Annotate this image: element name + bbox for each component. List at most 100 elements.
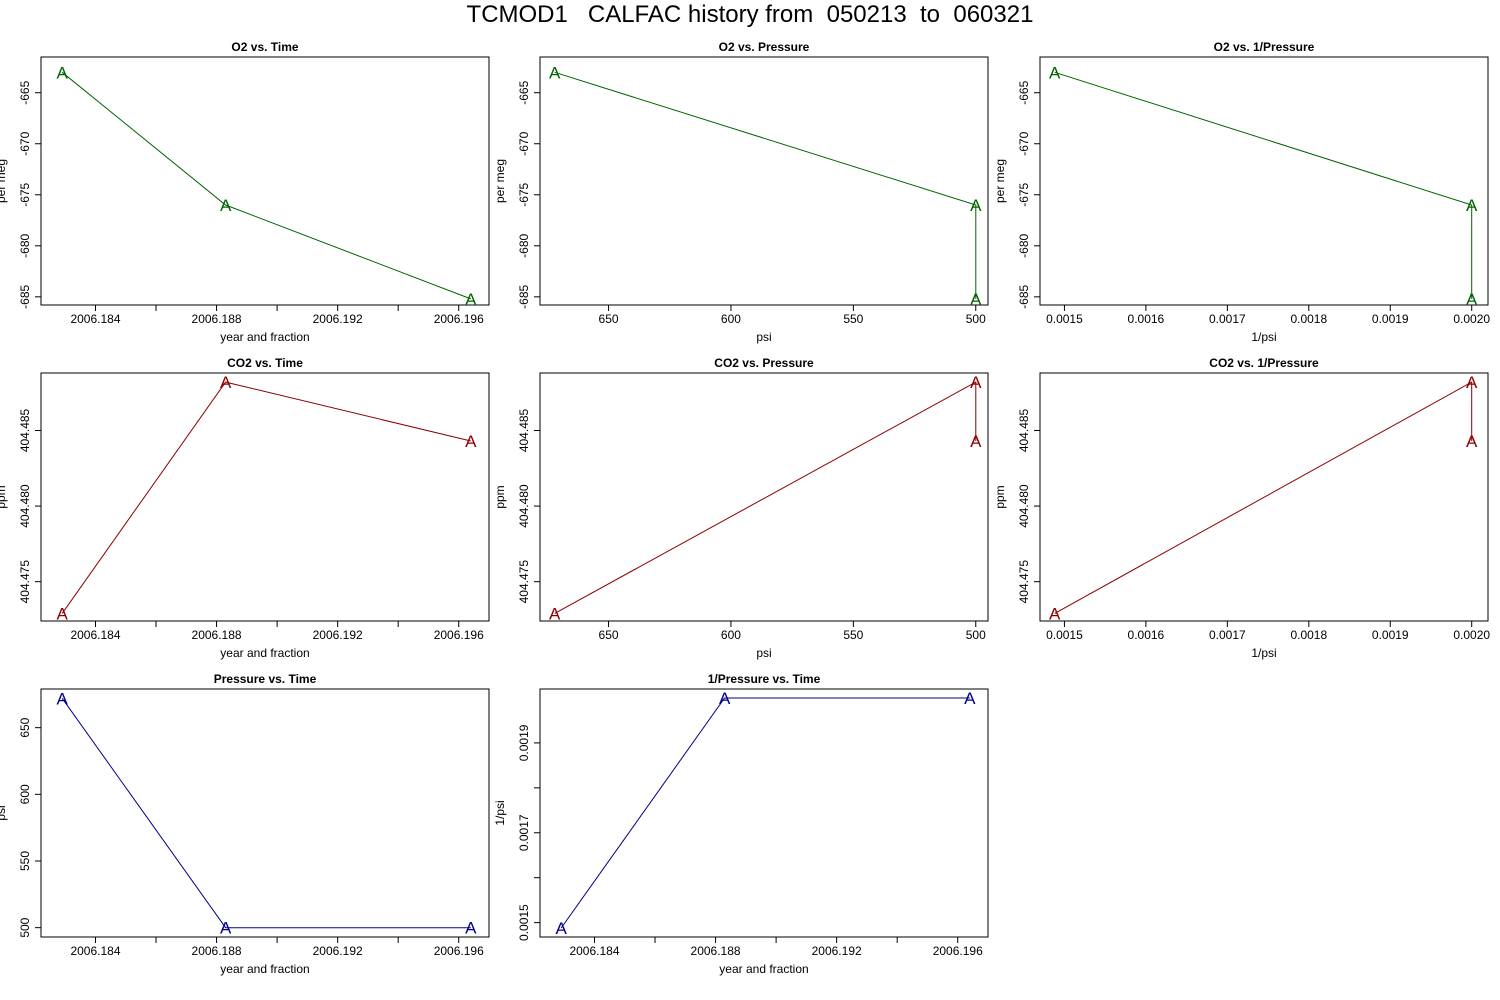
x-tick-label: 2006.196 <box>434 628 484 642</box>
data-point-marker: A <box>1049 63 1061 82</box>
data-point-marker: A <box>220 919 232 938</box>
y-axis-label: ppm <box>493 485 507 508</box>
plot-frame <box>40 56 490 306</box>
x-axis-label: year and fraction <box>719 962 808 976</box>
x-tick-label: 0.0018 <box>1290 628 1327 642</box>
data-point-marker: A <box>719 689 731 708</box>
plot-frame <box>40 688 490 938</box>
y-tick-label: 404.485 <box>18 408 32 452</box>
series-line <box>560 697 970 929</box>
data-point-marker: A <box>970 290 982 309</box>
x-tick-label: 2006.184 <box>70 312 120 326</box>
x-tick-label: 2006.188 <box>192 312 242 326</box>
data-point-marker: A <box>1466 432 1478 451</box>
y-tick-label: 404.475 <box>517 560 531 604</box>
y-tick-label: -685 <box>517 285 531 309</box>
x-tick-label: 600 <box>721 312 741 326</box>
data-point-marker: A <box>1466 373 1478 392</box>
plot-frame <box>1039 56 1489 306</box>
chart-panel-2: O2 vs. Pressure 650 600 550 500 -665 -670 -675 -… <box>493 40 989 344</box>
y-tick-label: 404.485 <box>1017 408 1031 452</box>
x-axis-label: psi <box>756 330 771 344</box>
y-tick-label: -685 <box>18 285 32 309</box>
x-tick-label: 0.0019 <box>1372 312 1409 326</box>
y-tick-label: -665 <box>517 80 531 104</box>
x-tick-label: 0.0016 <box>1128 628 1165 642</box>
x-tick-label: 0.0020 <box>1453 312 1490 326</box>
data-point-marker: A <box>1466 290 1478 309</box>
y-tick-label: -680 <box>18 233 32 257</box>
x-tick-label: 0.0019 <box>1372 628 1409 642</box>
panel-title: O2 vs. Time <box>231 40 298 54</box>
y-tick-label: -665 <box>18 80 32 104</box>
x-tick-label: 2006.188 <box>691 944 741 958</box>
panel-title: O2 vs. Pressure <box>719 40 810 54</box>
y-axis-label: 1/psi <box>493 800 507 825</box>
x-tick-label: 2006.196 <box>434 944 484 958</box>
x-axis-label: year and fraction <box>220 962 309 976</box>
data-point-marker: A <box>220 196 232 215</box>
x-axis-label: year and fraction <box>220 330 309 344</box>
x-tick-label: 500 <box>966 628 986 642</box>
data-point-marker: A <box>220 373 232 392</box>
chart-panel-6: CO2 vs. 1/Pressure 0.0015 0.0016 0.0017 0.00… <box>993 356 1490 660</box>
chart-panel-8: 1/Pressure vs. Time 2006.184 2006.188 2006.… <box>493 672 989 976</box>
data-point-marker: A <box>1049 604 1061 623</box>
series-line <box>61 71 471 300</box>
data-point-marker: A <box>970 373 982 392</box>
y-tick-label: 500 <box>18 917 32 937</box>
y-tick-label: -680 <box>517 233 531 257</box>
plot-frame <box>40 372 490 622</box>
y-tick-label: 404.480 <box>18 484 32 528</box>
panel-title: O2 vs. 1/Pressure <box>1214 40 1315 54</box>
chart-panel-5: CO2 vs. Pressure 650 600 550 500 404.475 404.4… <box>493 356 989 660</box>
series-line <box>1054 381 1473 614</box>
plot-frame <box>1039 372 1489 622</box>
chart-panel-7: Pressure vs. Time 2006.184 2006.188 2006.19… <box>0 672 490 976</box>
x-tick-label: 0.0018 <box>1290 312 1327 326</box>
y-tick-label: 0.0019 <box>517 724 531 761</box>
x-axis-label: 1/psi <box>1251 330 1276 344</box>
y-axis-label: per meg <box>0 159 8 203</box>
x-axis-label: psi <box>756 646 771 660</box>
x-tick-label: 2006.184 <box>70 944 120 958</box>
y-tick-label: 0.0015 <box>517 904 531 941</box>
x-tick-label: 0.0016 <box>1128 312 1165 326</box>
panel-title: CO2 vs. Time <box>227 356 303 370</box>
x-tick-label: 0.0020 <box>1453 628 1490 642</box>
y-tick-label: -675 <box>1017 182 1031 206</box>
y-tick-label: 550 <box>18 851 32 871</box>
series-line <box>61 381 471 614</box>
data-point-marker: A <box>970 196 982 215</box>
data-point-marker: A <box>57 63 69 82</box>
x-tick-label: 2006.196 <box>434 312 484 326</box>
data-point-marker: A <box>1466 196 1478 215</box>
x-axis-label: year and fraction <box>220 646 309 660</box>
y-tick-label: -680 <box>1017 233 1031 257</box>
x-tick-label: 2006.192 <box>313 312 363 326</box>
y-axis-label: psi <box>0 805 8 820</box>
x-tick-label: 2006.188 <box>192 628 242 642</box>
x-tick-label: 0.0017 <box>1209 628 1246 642</box>
x-tick-label: 0.0017 <box>1209 312 1246 326</box>
x-tick-label: 0.0015 <box>1046 628 1083 642</box>
series-line <box>61 698 471 929</box>
x-tick-label: 2006.192 <box>313 628 363 642</box>
plot-frame <box>539 688 989 938</box>
data-point-marker: A <box>465 919 477 938</box>
data-point-marker: A <box>57 604 69 623</box>
panel-title: 1/Pressure vs. Time <box>708 672 821 686</box>
chart-panel-3: O2 vs. 1/Pressure 0.0015 0.0016 0.0017 0.001… <box>993 40 1490 344</box>
y-tick-label: -670 <box>1017 131 1031 155</box>
y-axis-label: ppm <box>0 485 8 508</box>
data-point-marker: A <box>549 63 561 82</box>
y-tick-label: -670 <box>18 131 32 155</box>
y-tick-label: 404.475 <box>18 560 32 604</box>
panel-title: CO2 vs. 1/Pressure <box>1209 356 1319 370</box>
x-tick-label: 550 <box>843 628 863 642</box>
y-tick-label: 404.480 <box>1017 484 1031 528</box>
series-line <box>554 381 977 614</box>
data-point-marker: A <box>556 919 568 938</box>
data-point-marker: A <box>465 432 477 451</box>
